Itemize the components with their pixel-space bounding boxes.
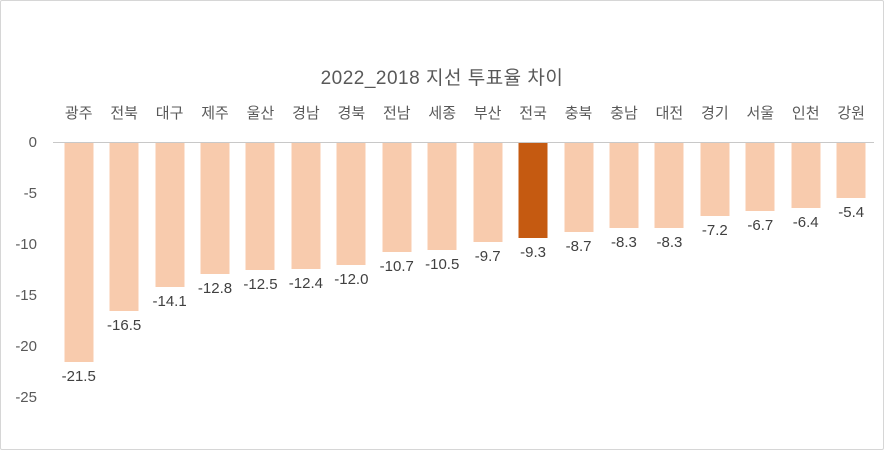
bar bbox=[427, 143, 457, 250]
bar bbox=[609, 143, 639, 228]
value-label: -12.4 bbox=[288, 275, 324, 292]
bar-column: -8.3 bbox=[601, 143, 646, 398]
bar-column: -12.5 bbox=[238, 143, 283, 398]
bar bbox=[473, 143, 503, 242]
bar bbox=[291, 143, 321, 269]
bar-column: -7.2 bbox=[692, 143, 737, 398]
value-label: -16.5 bbox=[107, 317, 142, 334]
zero-axis-line bbox=[53, 142, 874, 143]
bar-column: -10.7 bbox=[374, 143, 419, 398]
value-label: -21.5 bbox=[61, 368, 96, 385]
y-tick-label: -25 bbox=[15, 389, 37, 406]
bar-column: -14.1 bbox=[147, 143, 192, 398]
category-label: 전국 bbox=[519, 105, 547, 122]
value-label: -8.3 bbox=[611, 234, 637, 251]
value-label: -5.4 bbox=[838, 204, 865, 221]
category-label: 충남 bbox=[610, 105, 638, 122]
bar-column: -8.7 bbox=[556, 143, 601, 398]
category-label: 서울 bbox=[746, 105, 775, 122]
value-label: -8.3 bbox=[656, 234, 683, 251]
y-tick-label: -5 bbox=[23, 185, 37, 202]
bar bbox=[200, 143, 230, 274]
plot-area: -21.5 -16.5 -14.1 -12.8 -12.5 -12.4 -12.0 -10.7… bbox=[56, 143, 874, 398]
category-label: 울산 bbox=[246, 105, 275, 122]
value-label: -12.5 bbox=[243, 276, 278, 293]
category-label: 경기 bbox=[701, 105, 729, 122]
bar bbox=[791, 143, 821, 208]
bar-column: -9.3 bbox=[510, 143, 555, 398]
bar bbox=[564, 143, 594, 232]
bar bbox=[245, 143, 275, 270]
category-label: 강원 bbox=[837, 105, 865, 122]
category-label: 대구 bbox=[155, 105, 184, 122]
bar-column: -10.5 bbox=[420, 143, 465, 398]
value-label: -6.7 bbox=[747, 217, 774, 234]
category-label: 인천 bbox=[791, 105, 820, 122]
value-label: -9.7 bbox=[474, 248, 501, 265]
bar bbox=[64, 143, 94, 362]
y-tick-label: -15 bbox=[15, 287, 37, 304]
value-label: -9.3 bbox=[520, 244, 547, 261]
bar bbox=[745, 143, 775, 211]
value-label: -6.4 bbox=[792, 214, 819, 231]
category-label: 전북 bbox=[110, 105, 138, 122]
category-label: 경남 bbox=[292, 105, 320, 122]
bar bbox=[700, 143, 730, 216]
y-tick-label: -10 bbox=[15, 236, 37, 253]
bar-column: -21.5 bbox=[56, 143, 101, 398]
bar-column: -6.4 bbox=[783, 143, 828, 398]
value-label: -10.5 bbox=[425, 256, 460, 273]
bar-column: -9.7 bbox=[465, 143, 510, 398]
category-axis: 광주 전북 대구 제주 울산 경남 경북 전남 세종 부산 전국 충북 충남 대전 경기 서울 인천 강원 bbox=[56, 102, 874, 126]
value-label: -14.1 bbox=[152, 293, 187, 310]
category-label: 세종 bbox=[428, 105, 457, 122]
bar bbox=[155, 143, 185, 287]
bar-column: -8.3 bbox=[647, 143, 692, 398]
bar-column: -12.8 bbox=[192, 143, 237, 398]
bar-column: -16.5 bbox=[101, 143, 146, 398]
bar-column: -12.4 bbox=[283, 143, 328, 398]
y-tick-label: 0 bbox=[28, 134, 37, 151]
category-label: 충북 bbox=[564, 105, 593, 122]
category-label: 경북 bbox=[337, 105, 366, 122]
category-label: 대전 bbox=[655, 105, 684, 122]
category-label: 전남 bbox=[382, 105, 411, 122]
bar bbox=[382, 143, 412, 252]
category-label: 부산 bbox=[473, 105, 502, 122]
bar bbox=[336, 143, 366, 265]
value-label: -7.2 bbox=[701, 222, 728, 239]
bar-highlighted bbox=[518, 143, 548, 238]
bar-column: -6.7 bbox=[738, 143, 783, 398]
y-tick-label: -20 bbox=[15, 338, 37, 355]
value-label: -8.7 bbox=[565, 238, 592, 255]
bar-column: -12.0 bbox=[329, 143, 374, 398]
category-label: 광주 bbox=[64, 105, 93, 122]
bar bbox=[654, 143, 684, 228]
value-label: -12.8 bbox=[197, 280, 233, 297]
value-label: -12.0 bbox=[334, 271, 369, 288]
y-axis: 0 -5 -10 -15 -20 -25 bbox=[1, 1, 43, 449]
category-label: 제주 bbox=[201, 105, 229, 122]
bar-column: -5.4 bbox=[828, 143, 873, 398]
bar bbox=[836, 143, 866, 198]
chart-title: 2022_2018 지선 투표율 차이 bbox=[320, 68, 564, 89]
value-label: -10.7 bbox=[379, 258, 414, 275]
bar bbox=[109, 143, 139, 311]
